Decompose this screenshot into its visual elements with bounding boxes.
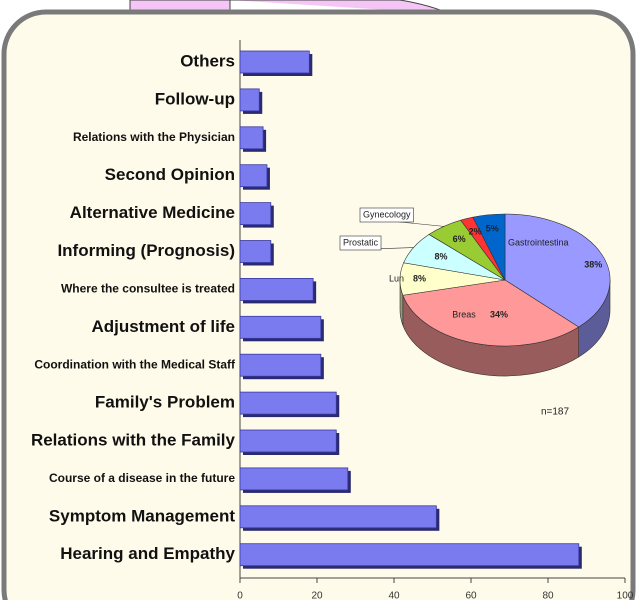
value-label: 2% — [469, 226, 482, 236]
y-tick-label: Hearing and Empathy — [60, 544, 235, 563]
y-tick-label: Course of a disease in the future — [49, 471, 235, 485]
annotation: n=187 — [541, 407, 570, 418]
value-label: 34% — [490, 309, 508, 319]
label-box — [359, 207, 414, 223]
bar — [239, 315, 322, 339]
y-tick-label: Symptom Management — [49, 506, 235, 525]
value-label: 8% — [413, 274, 426, 284]
bar — [239, 543, 580, 567]
y-tick-label: Relations with the Physician — [73, 130, 235, 144]
tab — [129, 0, 231, 11]
pie-slice — [472, 213, 506, 281]
y-tick-label: Follow-up — [155, 89, 235, 108]
value-label: 5% — [486, 224, 499, 234]
slice-label: Prostatic — [343, 237, 379, 247]
bar — [239, 164, 268, 188]
y-tick-label: Family's Problem — [95, 393, 235, 412]
y-tick-label: Informing (Prognosis) — [57, 241, 235, 260]
x-tick-label: 0 — [237, 591, 243, 600]
value-label: 38% — [584, 259, 602, 269]
slice-label: Gastrointestina — [508, 237, 569, 247]
y-tick-label: Coordination with the Medical Staff — [34, 357, 236, 371]
slice-label: Gynecology — [363, 209, 411, 219]
frame — [1, 9, 636, 605]
x-tick-label: 60 — [465, 591, 477, 600]
bar — [239, 429, 337, 453]
x-tick-label: 40 — [388, 591, 400, 600]
bar — [239, 88, 260, 112]
y-tick-label: Second Opinion — [105, 165, 235, 184]
bar — [239, 277, 314, 301]
bar — [239, 126, 264, 150]
bar — [239, 391, 337, 415]
pie-slice — [504, 213, 611, 328]
x-tick-label: 20 — [311, 591, 323, 600]
label-box — [339, 235, 382, 251]
bar — [239, 50, 310, 74]
bar — [239, 505, 437, 529]
y-tick-label: Alternative Medicine — [70, 203, 235, 222]
value-label: 6% — [453, 234, 466, 244]
bar — [239, 353, 322, 377]
y-tick-label: Others — [180, 51, 235, 70]
value-label: 8% — [434, 252, 447, 262]
bar — [239, 240, 272, 263]
y-tick-label: Adjustment of life — [91, 317, 235, 336]
pie-slice — [402, 279, 580, 347]
x-tick-label: 80 — [542, 591, 554, 600]
bar — [239, 467, 349, 491]
pie-chart: Gastrointestina 38% Breas 34% Lun 8% 8% 6%2% 5% P… — [339, 207, 611, 418]
bar-chart: 0 20 40 60 80 100 Others Follow-up Relations wit… — [31, 40, 634, 602]
slice-label: Lun — [389, 274, 404, 284]
bar — [239, 202, 272, 226]
y-tick-label: Where the consultee is treated — [61, 282, 235, 296]
y-tick-label: Relations with the Family — [31, 430, 236, 449]
slice-label: Breas — [452, 309, 476, 319]
x-tick-label: 100 — [617, 591, 634, 600]
